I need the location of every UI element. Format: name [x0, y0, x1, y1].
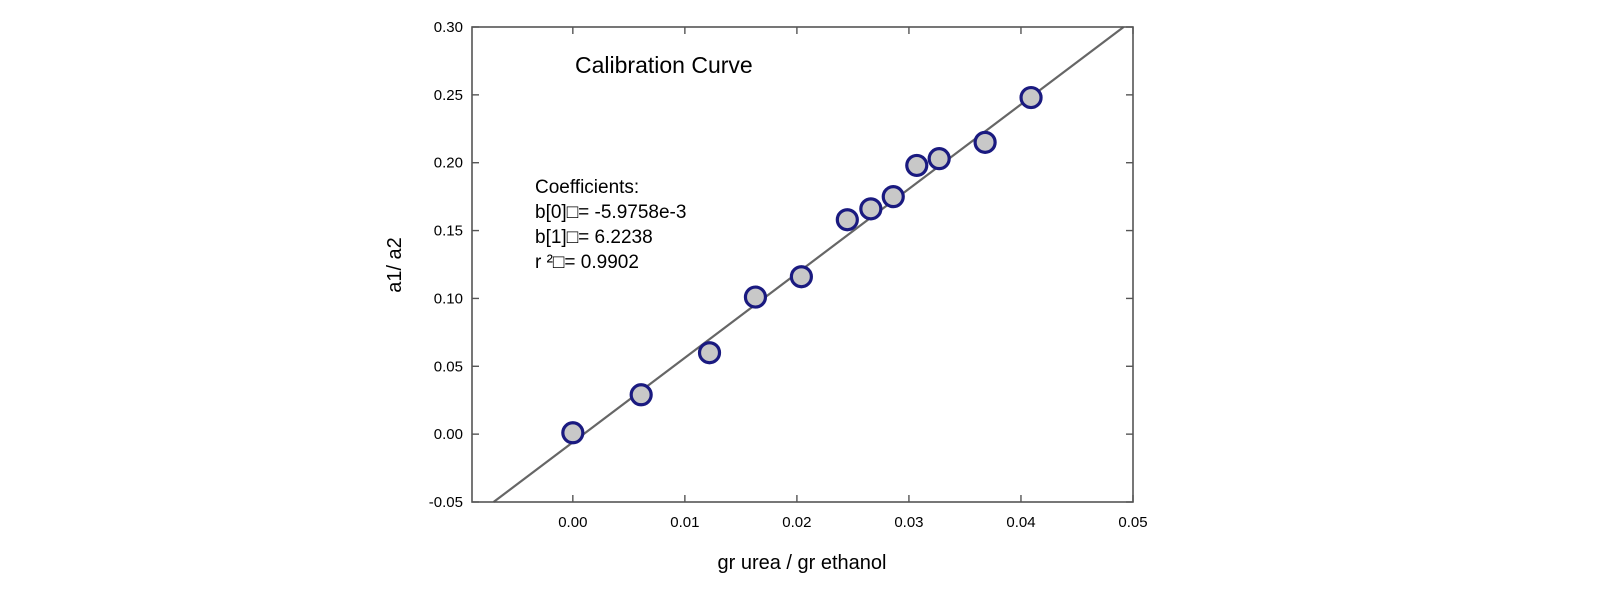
data-point [859, 197, 883, 221]
x-tick-label: 0.04 [1006, 514, 1035, 531]
x-tick-label: 0.02 [782, 514, 811, 531]
y-tick-label: -0.05 [429, 494, 463, 511]
data-point [835, 208, 859, 232]
data-point [743, 285, 768, 309]
x-tick-label: 0.01 [670, 514, 699, 531]
y-tick-label: 0.10 [434, 290, 463, 307]
y-tick-label: 0.00 [434, 426, 463, 443]
data-point [881, 185, 905, 209]
annotation-line-b0: b[0]□= -5.9758e-3 [535, 202, 686, 223]
y-tick-label: 0.25 [434, 87, 463, 104]
y-tick-label: 0.05 [434, 358, 463, 375]
data-point [561, 421, 585, 445]
y-tick-label: 0.20 [434, 155, 463, 172]
y-tick-label: 0.30 [434, 19, 463, 36]
annotation-line-r2: r ²□= 0.9902 [535, 252, 639, 273]
plot-frame [471, 26, 1134, 503]
data-point [629, 383, 653, 407]
x-axis-title: gr urea / gr ethanol [718, 552, 887, 574]
data-point [789, 265, 813, 289]
data-point [973, 130, 997, 154]
annotation-header: Coefficients: [535, 177, 639, 198]
chart-title: Calibration Curve [575, 52, 753, 78]
data-point [927, 147, 951, 171]
y-tick-label: 0.15 [434, 223, 463, 240]
x-tick-label: 0.00 [558, 514, 587, 531]
fit-line [492, 26, 1125, 503]
data-point [1019, 85, 1043, 110]
y-axis-title: a1/ a2 [384, 237, 406, 293]
coefficients-annotation: Coefficients: b[0]□= -5.9758e-3 b[1]□= 6… [535, 177, 686, 273]
x-tick-label: 0.03 [894, 514, 923, 531]
x-tick-label: 0.05 [1118, 514, 1147, 531]
data-point [697, 341, 722, 365]
data-point [905, 153, 929, 178]
annotation-line-b1: b[1]□= 6.2238 [535, 227, 653, 248]
